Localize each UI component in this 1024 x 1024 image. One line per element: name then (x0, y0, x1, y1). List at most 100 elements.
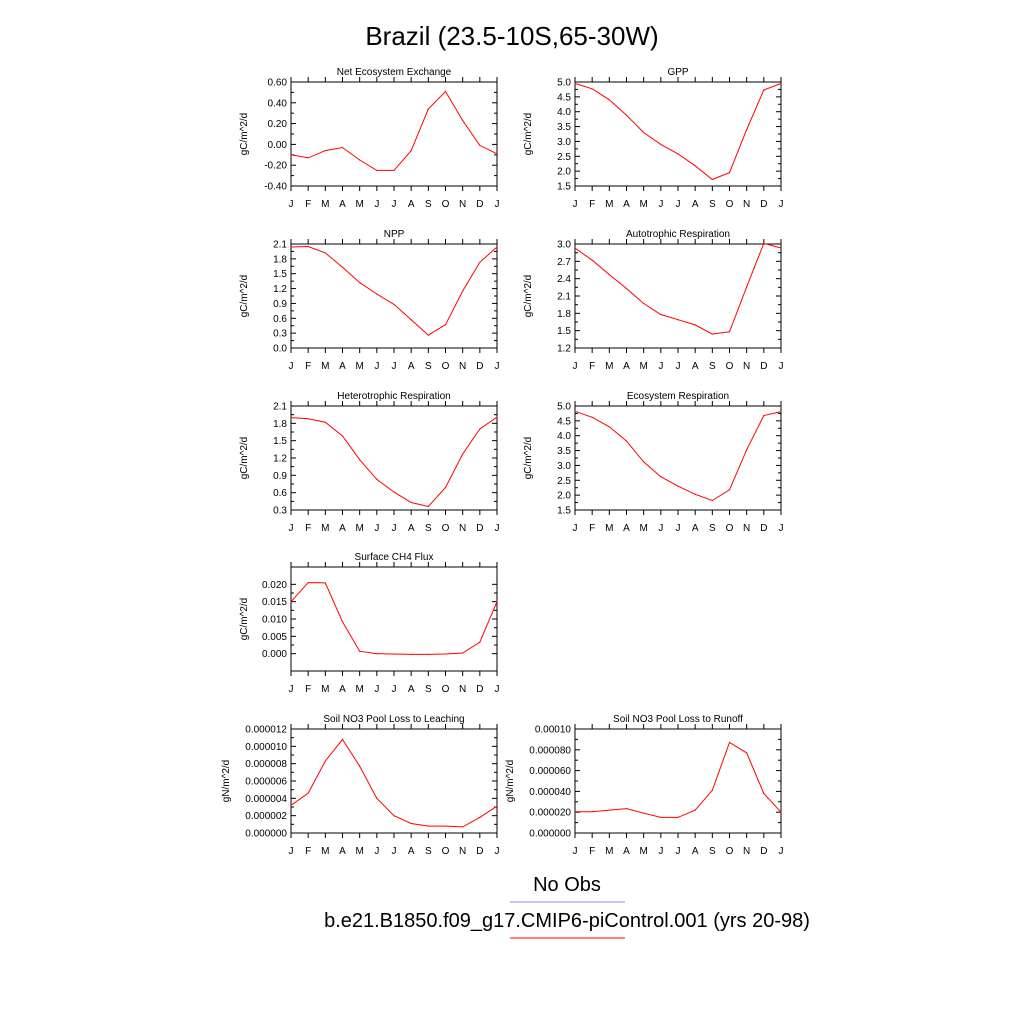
data-point (496, 246, 498, 248)
data-point (694, 809, 696, 811)
data-point (496, 153, 498, 155)
legend-model-label: b.e21.B1850.f09_g17.CMIP6-piControl.001 … (324, 910, 810, 932)
data-point (410, 501, 412, 504)
data-point (625, 440, 628, 442)
x-tick-label: J (573, 523, 578, 534)
plot-frame (290, 243, 498, 349)
x-tick-label: J (495, 846, 500, 857)
data-point (444, 486, 447, 489)
data-point (711, 499, 713, 502)
chart-panel-5: Heterotrophic Respiration 2.1 1.8 1.5 1.2 0.9… (239, 391, 500, 534)
x-tick-label: M (639, 199, 647, 210)
plot-frame (290, 728, 498, 834)
plot-frame (574, 243, 782, 349)
x-tick-label: A (339, 361, 346, 372)
data-point (746, 128, 748, 131)
x-tick-label: J (495, 523, 500, 534)
panel-title: NPP (384, 229, 405, 240)
x-tick-label: J (392, 523, 397, 534)
data-point (410, 150, 412, 152)
x-tick-label: S (709, 523, 716, 534)
x-tick-label: S (425, 523, 432, 534)
x-tick-label: D (476, 846, 483, 857)
y-tick-label: 4.0 (557, 431, 571, 442)
y-tick-label: -0.20 (264, 161, 287, 172)
x-tick-label: O (726, 523, 734, 534)
chart-panel-8: Soil NO3 Pool Loss to Leaching 0.000012 0.… (221, 714, 500, 857)
y-tick-label: 0.000006 (245, 777, 287, 788)
x-tick-label: A (339, 846, 346, 857)
panel-title: Ecosystem Respiration (627, 391, 729, 402)
y-axis-label: gN/m^2/d (505, 760, 516, 803)
y-tick-label: 0.9 (273, 471, 287, 482)
y-tick-label: 0.000008 (245, 759, 287, 770)
y-tick-label: 2.1 (273, 240, 287, 251)
data-point (608, 809, 610, 811)
data-point (307, 582, 309, 584)
chart-panel-4: Autotrophic Respiration 3.0 2.7 2.4 2.1 1.8 1.… (523, 229, 784, 372)
y-tick-label: 2.5 (557, 152, 571, 163)
x-tick-label: A (408, 361, 415, 372)
plot-frame (574, 405, 782, 511)
data-point (608, 274, 610, 276)
panel-title: Soil NO3 Pool Loss to Runoff (613, 714, 743, 725)
y-tick-label: 0.20 (268, 119, 288, 130)
y-tick-label: 1.2 (557, 344, 571, 355)
y-tick-label: 0.0 (273, 344, 287, 355)
data-point (711, 333, 713, 335)
x-tick-label: F (589, 199, 595, 210)
y-axis-label: gC/m^2/d (239, 437, 250, 480)
data-point (496, 805, 498, 807)
x-tick-label: J (289, 199, 294, 210)
x-tick-label: N (743, 361, 750, 372)
x-tick-label: M (605, 199, 613, 210)
x-tick-label: J (495, 199, 500, 210)
panel-title: Heterotrophic Respiration (337, 391, 450, 402)
data-point (324, 760, 326, 762)
x-tick-label: J (676, 846, 681, 857)
panel-title: Autotrophic Respiration (626, 229, 730, 240)
x-tick-label: J (374, 523, 379, 534)
data-point (479, 641, 481, 643)
series-line (574, 83, 782, 181)
x-tick-label: M (639, 846, 647, 857)
x-tick-label: O (726, 361, 734, 372)
data-point (324, 252, 326, 254)
y-tick-label: 1.5 (557, 182, 571, 193)
y-tick-label: 0.00 (268, 140, 288, 151)
x-tick-label: M (355, 846, 363, 857)
x-tick-label: S (709, 846, 716, 857)
y-tick-label: 2.1 (557, 292, 571, 303)
x-tick-label: N (459, 684, 466, 695)
x-tick-label: J (495, 361, 500, 372)
data-point (410, 319, 412, 321)
data-point (427, 108, 429, 110)
data-point (694, 324, 696, 326)
data-point (359, 650, 361, 652)
data-point (677, 319, 679, 321)
x-tick-label: A (623, 523, 630, 534)
x-tick-label: F (589, 846, 595, 857)
x-tick-label: J (392, 846, 397, 857)
chart-panel-7: Surface CH4 Flux 0.020 0.015 0.010 0.005 0.00… (239, 552, 500, 695)
x-tick-label: F (589, 361, 595, 372)
x-tick-label: J (289, 684, 294, 695)
x-tick-label: J (392, 199, 397, 210)
data-point (290, 154, 292, 156)
x-tick-label: A (692, 523, 699, 534)
data-point (625, 287, 628, 290)
x-tick-label: F (305, 523, 311, 534)
data-point (290, 246, 292, 248)
data-point (711, 178, 713, 181)
data-point (376, 169, 378, 171)
data-point (591, 811, 593, 813)
panel-title: Soil NO3 Pool Loss to Leaching (323, 714, 464, 725)
x-tick-label: N (743, 846, 750, 857)
x-tick-label: S (709, 199, 716, 210)
data-point (677, 153, 679, 155)
y-tick-label: 3.5 (557, 122, 571, 133)
data-point (290, 416, 292, 419)
series-line (290, 582, 498, 655)
x-tick-label: N (459, 846, 466, 857)
x-tick-label: J (658, 361, 663, 372)
